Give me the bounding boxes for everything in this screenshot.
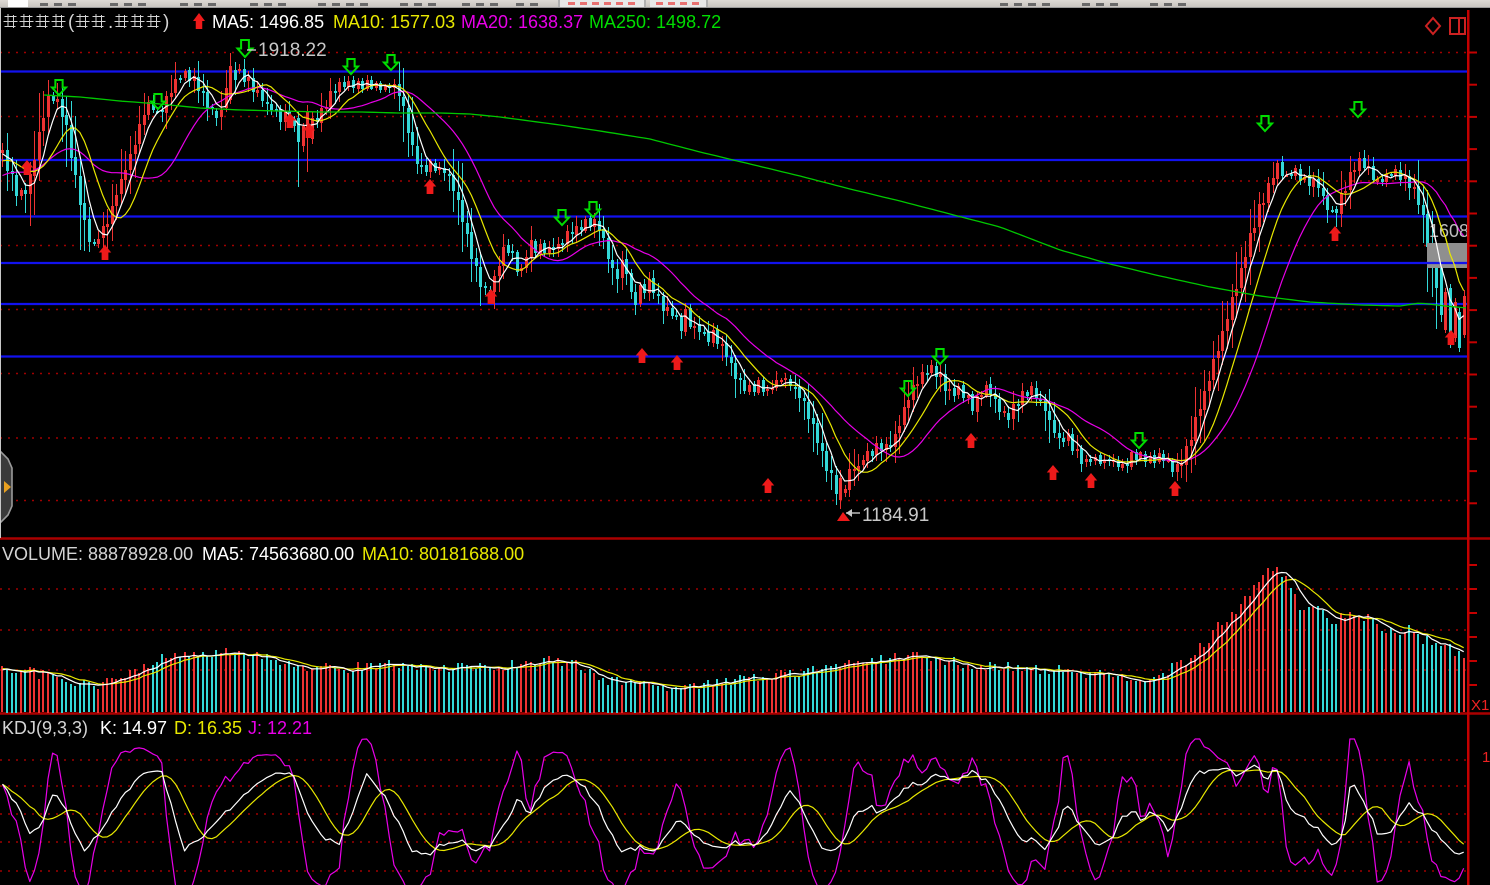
svg-text:1: 1: [1482, 749, 1490, 766]
svg-text:D: 16.35: D: 16.35: [174, 718, 242, 738]
svg-text:J: 12.21: J: 12.21: [248, 718, 312, 738]
svg-text:MA10: 1577.03: MA10: 1577.03: [333, 12, 455, 32]
svg-text:MA10: 80181688.00: MA10: 80181688.00: [362, 544, 524, 564]
svg-text:MA20: 1638.37: MA20: 1638.37: [461, 12, 583, 32]
svg-text:VOLUME: 88878928.00: VOLUME: 88878928.00: [2, 544, 193, 564]
svg-text:K: 14.97: K: 14.97: [100, 718, 167, 738]
svg-text:1918.22: 1918.22: [258, 40, 327, 61]
svg-text:1608: 1608: [1429, 221, 1469, 241]
svg-text:(: (: [68, 12, 75, 33]
svg-text:KDJ(9,3,3): KDJ(9,3,3): [2, 718, 88, 738]
svg-text:MA250: 1498.72: MA250: 1498.72: [589, 12, 721, 32]
svg-text:X1: X1: [1471, 697, 1489, 714]
svg-text:.: .: [108, 12, 113, 33]
svg-text:MA5: 74563680.00: MA5: 74563680.00: [202, 544, 354, 564]
svg-text:1184.91: 1184.91: [862, 505, 929, 526]
svg-text:MA5: 1496.85: MA5: 1496.85: [212, 12, 324, 32]
svg-text:): ): [163, 12, 169, 33]
